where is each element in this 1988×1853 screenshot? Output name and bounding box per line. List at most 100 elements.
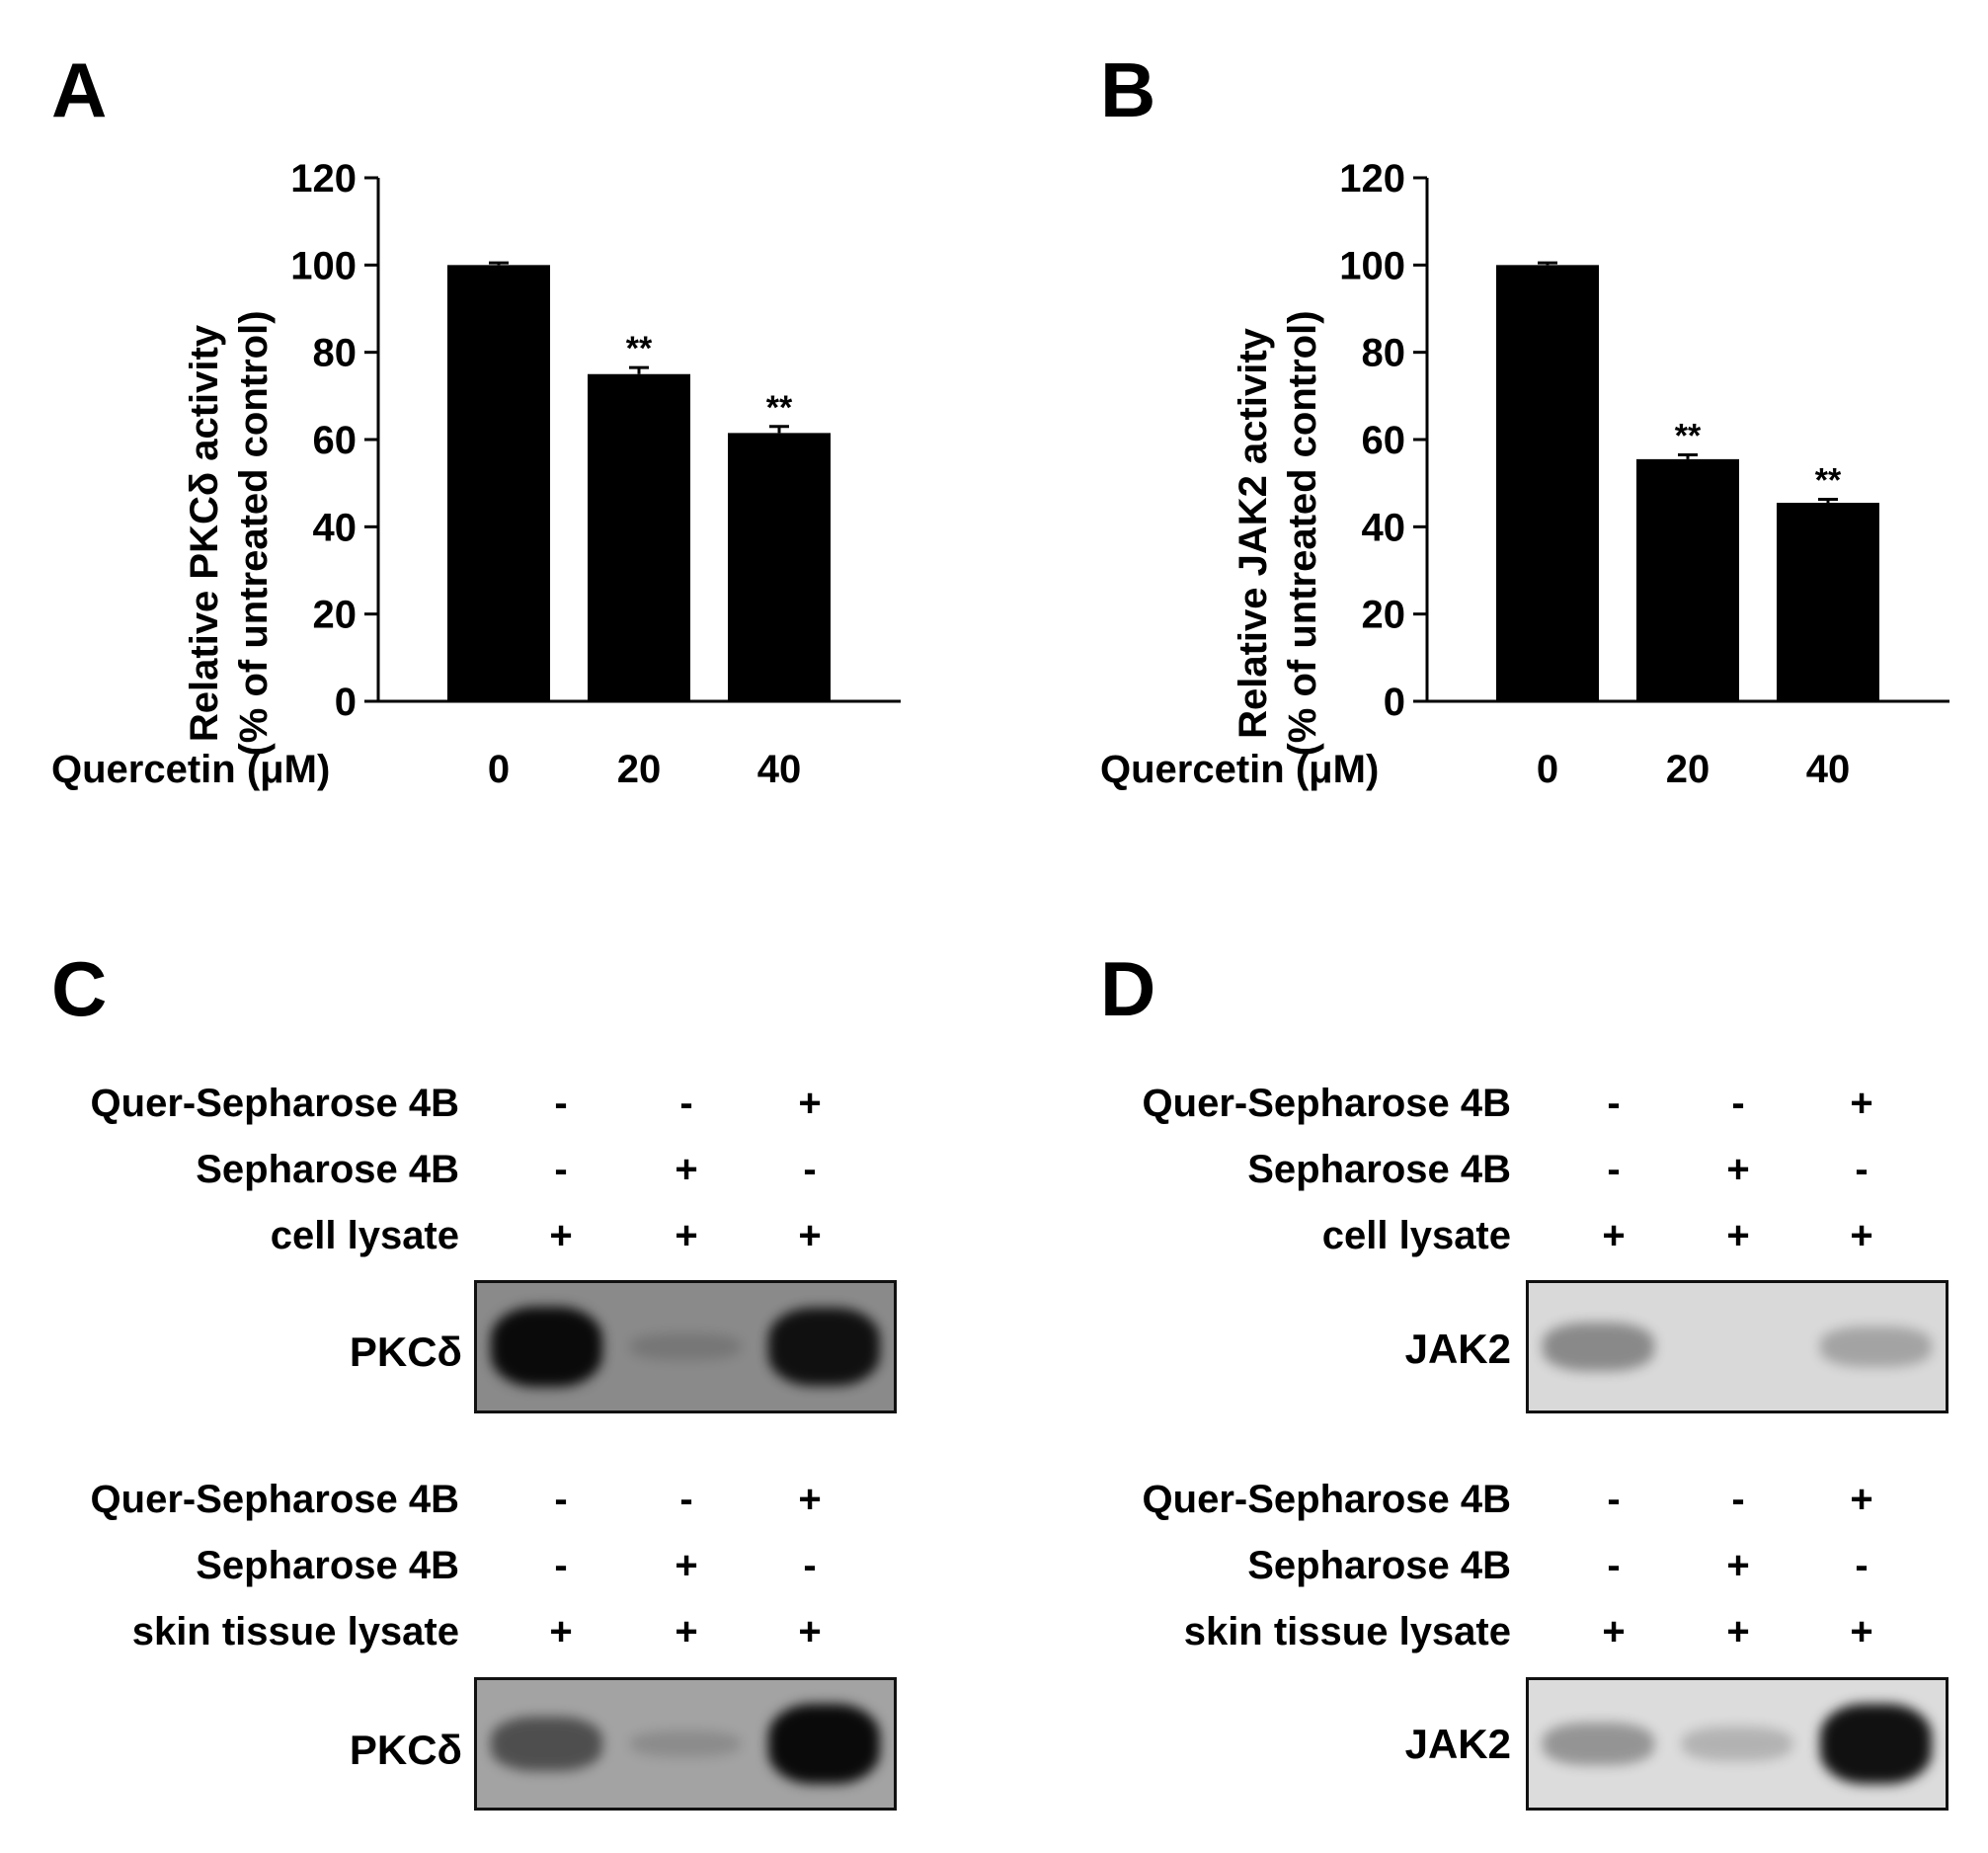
blot-protein-label: PKCδ: [349, 1727, 462, 1773]
row-label-sepharose: Sepharose 4B: [1247, 1544, 1511, 1587]
sign: +: [1726, 1148, 1750, 1191]
y-tick-label: 40: [313, 506, 358, 549]
blot-band: [629, 1730, 742, 1758]
sign: -: [1607, 1544, 1621, 1587]
sign: -: [1731, 1082, 1745, 1125]
x-axis-label: Quercetin (μM): [1100, 748, 1379, 791]
row-label-sepharose: Sepharose 4B: [196, 1148, 459, 1191]
y-axis-label: Relative PKCδ activity (% of untreated c…: [183, 310, 276, 756]
sign: +: [1726, 1214, 1750, 1257]
y-tick-label: 60: [313, 419, 358, 462]
sign: +: [1850, 1478, 1873, 1521]
significance-marker: **: [766, 389, 793, 427]
x-tick-label: 40: [757, 748, 802, 791]
sign: +: [549, 1610, 573, 1653]
bar: [447, 265, 550, 701]
significance-marker: **: [1675, 417, 1702, 454]
sign: +: [1850, 1214, 1873, 1257]
y-tick-label: 80: [313, 332, 358, 375]
sign: -: [1855, 1544, 1869, 1587]
sign: +: [675, 1544, 698, 1587]
sign: +: [798, 1610, 822, 1653]
sign: -: [679, 1478, 693, 1521]
y-axis-label-line1: Relative PKCδ activity: [183, 324, 226, 742]
blot-band: [491, 1716, 602, 1772]
blot-band: [491, 1306, 602, 1388]
blot-protein-label: JAK2: [1404, 1326, 1511, 1372]
y-tick-label: 80: [1362, 332, 1406, 375]
bar: [1636, 458, 1739, 701]
y-tick-label: 20: [1362, 594, 1406, 637]
x-tick-label: 0: [1537, 748, 1558, 791]
row-label-lysate: skin tissue lysate: [131, 1610, 459, 1653]
sign: -: [554, 1544, 568, 1587]
significance-marker: **: [626, 330, 653, 367]
row-label-lysate: cell lysate: [1321, 1214, 1511, 1257]
panel-label-d: D: [1100, 945, 1156, 1032]
sign: -: [1731, 1478, 1745, 1521]
bar-chart-pkc-activity: Relative PKCδ activity (% of untreated c…: [51, 157, 901, 791]
y-axis-label: Relative JAK2 activity (% of untreated c…: [1232, 310, 1324, 756]
y-tick-label: 120: [290, 157, 357, 201]
western-blot-image: [1526, 1280, 1948, 1413]
row-label-quer-sepharose: Quer-Sepharose 4B: [90, 1478, 459, 1521]
sign: -: [803, 1148, 817, 1191]
blot-band: [768, 1703, 880, 1785]
sign: +: [1726, 1610, 1750, 1653]
sign: -: [1607, 1478, 1621, 1521]
bar: [1496, 265, 1599, 701]
sign: -: [1607, 1148, 1621, 1191]
y-tick-label: 60: [1362, 419, 1406, 462]
x-axis-label: Quercetin (μM): [51, 748, 330, 791]
sign: +: [798, 1478, 822, 1521]
blot-band: [1820, 1703, 1932, 1785]
sign: +: [1726, 1544, 1750, 1587]
row-label-sepharose: Sepharose 4B: [1247, 1148, 1511, 1191]
sign: +: [675, 1214, 698, 1257]
y-axis-label-line2: (% of untreated control): [1281, 310, 1324, 756]
panel-label-a: A: [51, 46, 108, 133]
sign: -: [1855, 1148, 1869, 1191]
sign: -: [803, 1544, 817, 1587]
bar-chart-jak2-activity: Relative JAK2 activity (% of untreated c…: [1100, 157, 1949, 791]
sign: +: [549, 1214, 573, 1257]
y-tick-label: 0: [1384, 681, 1405, 724]
y-axis-label-line2: (% of untreated control): [232, 310, 276, 756]
blot-band: [1543, 1722, 1654, 1766]
y-tick-label: 0: [335, 681, 357, 724]
x-tick-label: 40: [1806, 748, 1851, 791]
x-tick-label: 0: [488, 748, 510, 791]
panel-label-c: C: [51, 945, 108, 1032]
y-axis-label-line1: Relative JAK2 activity: [1232, 327, 1275, 739]
sign: -: [1607, 1082, 1621, 1125]
x-tick-label: 20: [1666, 748, 1710, 791]
bar: [588, 373, 690, 701]
row-label-sepharose: Sepharose 4B: [196, 1544, 459, 1587]
y-tick-label: 100: [290, 244, 357, 287]
row-label-quer-sepharose: Quer-Sepharose 4B: [1142, 1478, 1511, 1521]
blot-band: [629, 1333, 742, 1360]
row-label-lysate: skin tissue lysate: [1183, 1610, 1511, 1653]
blot-band: [1681, 1727, 1793, 1761]
row-label-quer-sepharose: Quer-Sepharose 4B: [1142, 1082, 1511, 1125]
y-tick-label: 20: [313, 594, 358, 637]
sign: -: [679, 1082, 693, 1125]
sign: +: [798, 1214, 822, 1257]
sign: +: [675, 1610, 698, 1653]
sign: +: [798, 1082, 822, 1125]
blot-band: [1543, 1322, 1654, 1372]
row-label-quer-sepharose: Quer-Sepharose 4B: [90, 1082, 459, 1125]
panel-label-b: B: [1100, 46, 1156, 133]
blot-protein-label: JAK2: [1404, 1721, 1511, 1767]
sign: +: [1850, 1082, 1873, 1125]
y-tick-label: 40: [1362, 506, 1406, 549]
y-tick-label: 120: [1339, 157, 1405, 201]
bar: [728, 433, 831, 701]
blot-band: [768, 1308, 880, 1386]
sign: -: [554, 1148, 568, 1191]
sign: -: [554, 1082, 568, 1125]
western-blot-image: [474, 1280, 897, 1413]
blot-band: [1820, 1327, 1932, 1367]
y-tick-label: 100: [1339, 244, 1405, 287]
x-tick-label: 20: [617, 748, 662, 791]
